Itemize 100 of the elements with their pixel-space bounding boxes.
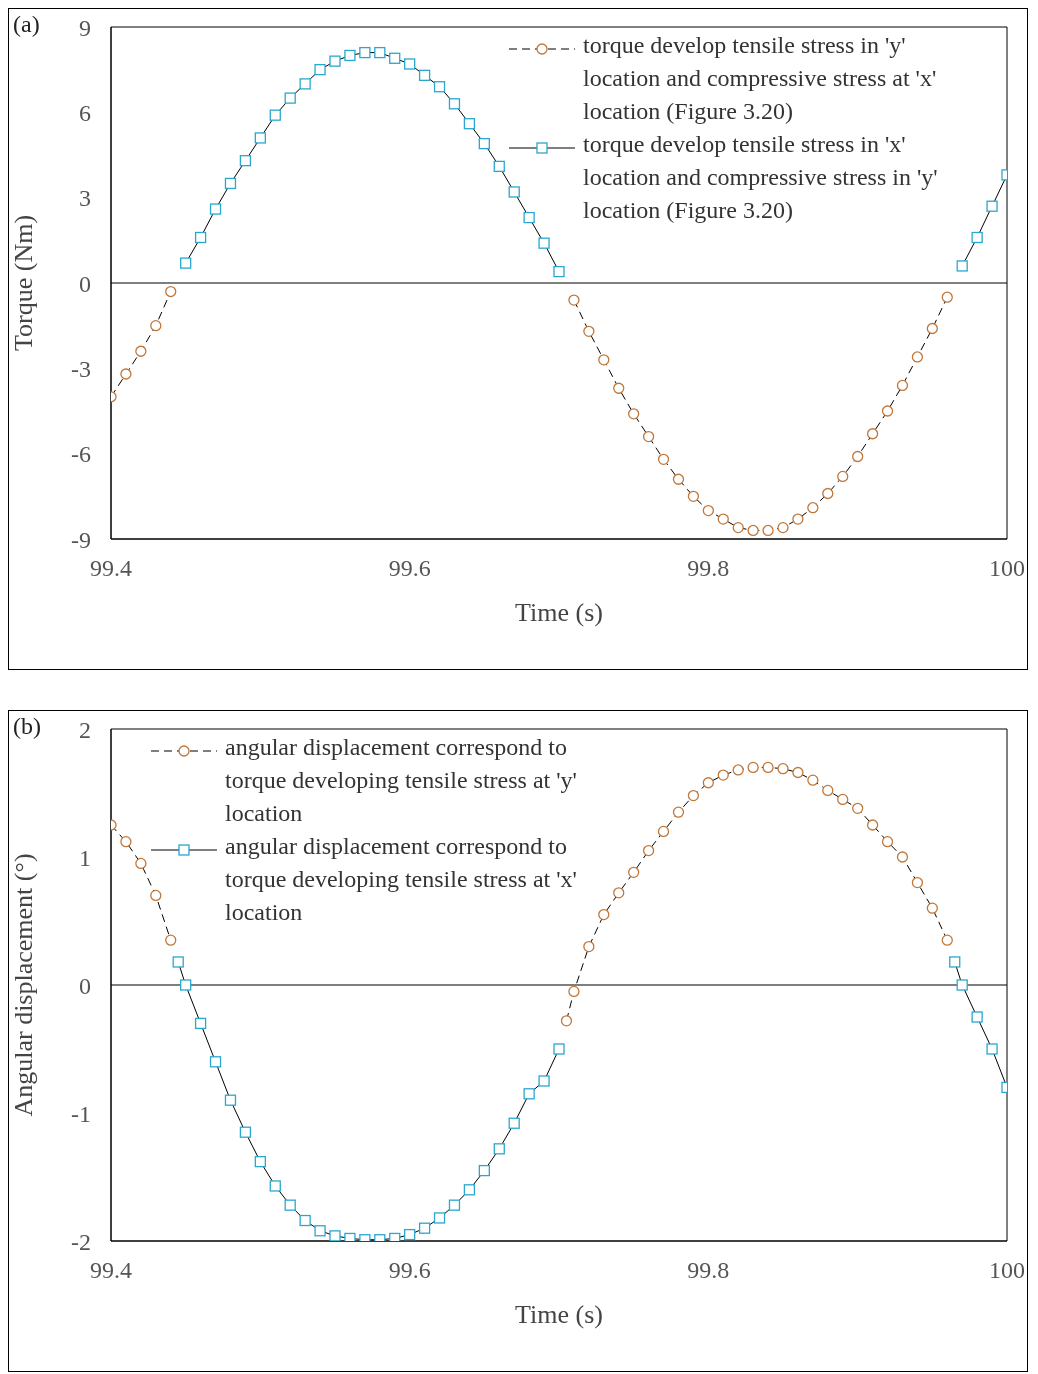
point	[866, 428, 879, 440]
point	[314, 64, 326, 76]
text: (b)	[13, 713, 41, 740]
point	[224, 1094, 237, 1106]
x-tick-label: 99.6	[388, 1257, 431, 1284]
point	[657, 453, 670, 466]
point	[254, 132, 266, 144]
point	[523, 211, 535, 224]
point	[926, 322, 938, 335]
point	[583, 325, 595, 338]
point	[508, 1117, 520, 1129]
point	[837, 793, 849, 806]
point	[911, 351, 924, 363]
y-tick-label: 0	[79, 270, 91, 297]
y-tick-label: -6	[71, 441, 91, 468]
y-axis-title: Torque (Nm)	[9, 214, 39, 352]
point	[881, 835, 894, 848]
point	[269, 1180, 281, 1192]
point	[180, 257, 192, 269]
point	[120, 835, 132, 848]
point	[560, 1015, 573, 1027]
point	[389, 1232, 401, 1241]
point	[732, 764, 744, 776]
point	[852, 450, 864, 463]
point	[120, 368, 132, 380]
point	[284, 92, 296, 104]
point	[777, 521, 789, 534]
point	[284, 1199, 296, 1211]
point	[165, 285, 177, 298]
point	[448, 98, 461, 110]
y-tick-label: -3	[71, 355, 91, 382]
point	[478, 1164, 490, 1177]
point	[150, 889, 162, 902]
point	[598, 354, 610, 366]
point	[702, 777, 714, 789]
point	[852, 802, 864, 815]
y-tick-label: 9	[79, 14, 91, 41]
point	[299, 1214, 311, 1227]
point	[150, 320, 162, 332]
text: (a)	[13, 11, 40, 38]
point	[717, 513, 729, 525]
point	[583, 940, 595, 953]
point	[374, 46, 386, 59]
point	[642, 844, 655, 857]
point	[299, 78, 311, 90]
point	[568, 985, 580, 998]
point	[881, 405, 894, 417]
point	[896, 379, 909, 392]
point	[433, 81, 446, 93]
point	[986, 200, 998, 212]
y-tick-label: -9	[71, 526, 91, 553]
point	[404, 58, 416, 70]
point	[194, 1017, 207, 1030]
point	[344, 1232, 356, 1241]
point	[172, 956, 184, 968]
y-tick-label: -1	[71, 1100, 91, 1127]
x-tick-label: 100	[989, 555, 1025, 582]
point	[523, 1088, 535, 1100]
point	[911, 876, 924, 889]
point	[941, 291, 953, 303]
point	[777, 763, 789, 775]
y-axis-title: Angular displacement (°)	[9, 853, 39, 1117]
y-tick-label: -2	[71, 1228, 91, 1255]
point	[538, 237, 550, 249]
point	[538, 1075, 550, 1087]
x-axis-title: Time (s)	[515, 598, 603, 627]
point	[433, 1212, 446, 1224]
point	[344, 49, 356, 62]
y-tick-label: 2	[79, 716, 91, 743]
point	[687, 490, 700, 502]
point	[239, 155, 252, 167]
point	[762, 524, 774, 537]
point	[613, 887, 625, 899]
point	[194, 231, 207, 244]
point	[613, 382, 625, 394]
point	[642, 430, 655, 443]
point	[949, 956, 961, 968]
point	[822, 784, 834, 797]
point	[448, 1199, 461, 1211]
point	[463, 1184, 476, 1196]
point	[135, 857, 147, 870]
point	[493, 1143, 505, 1155]
point	[657, 825, 670, 838]
point	[672, 473, 685, 485]
legend-label: torque develop tensile stress in 'x' location and compressive stress in 'y' location (Figure 3.20)	[583, 130, 939, 225]
point	[971, 1011, 983, 1023]
point	[508, 186, 520, 198]
point	[553, 265, 565, 278]
point	[269, 109, 281, 121]
x-tick-label: 100	[989, 1257, 1025, 1284]
point	[837, 470, 849, 483]
point	[329, 1230, 341, 1241]
point	[418, 69, 431, 82]
point	[941, 934, 953, 946]
point	[598, 908, 610, 921]
point	[807, 502, 819, 514]
x-tick-label: 99.8	[687, 555, 730, 582]
point	[926, 902, 938, 914]
point	[866, 819, 879, 831]
y-tick-label: 3	[79, 185, 91, 212]
